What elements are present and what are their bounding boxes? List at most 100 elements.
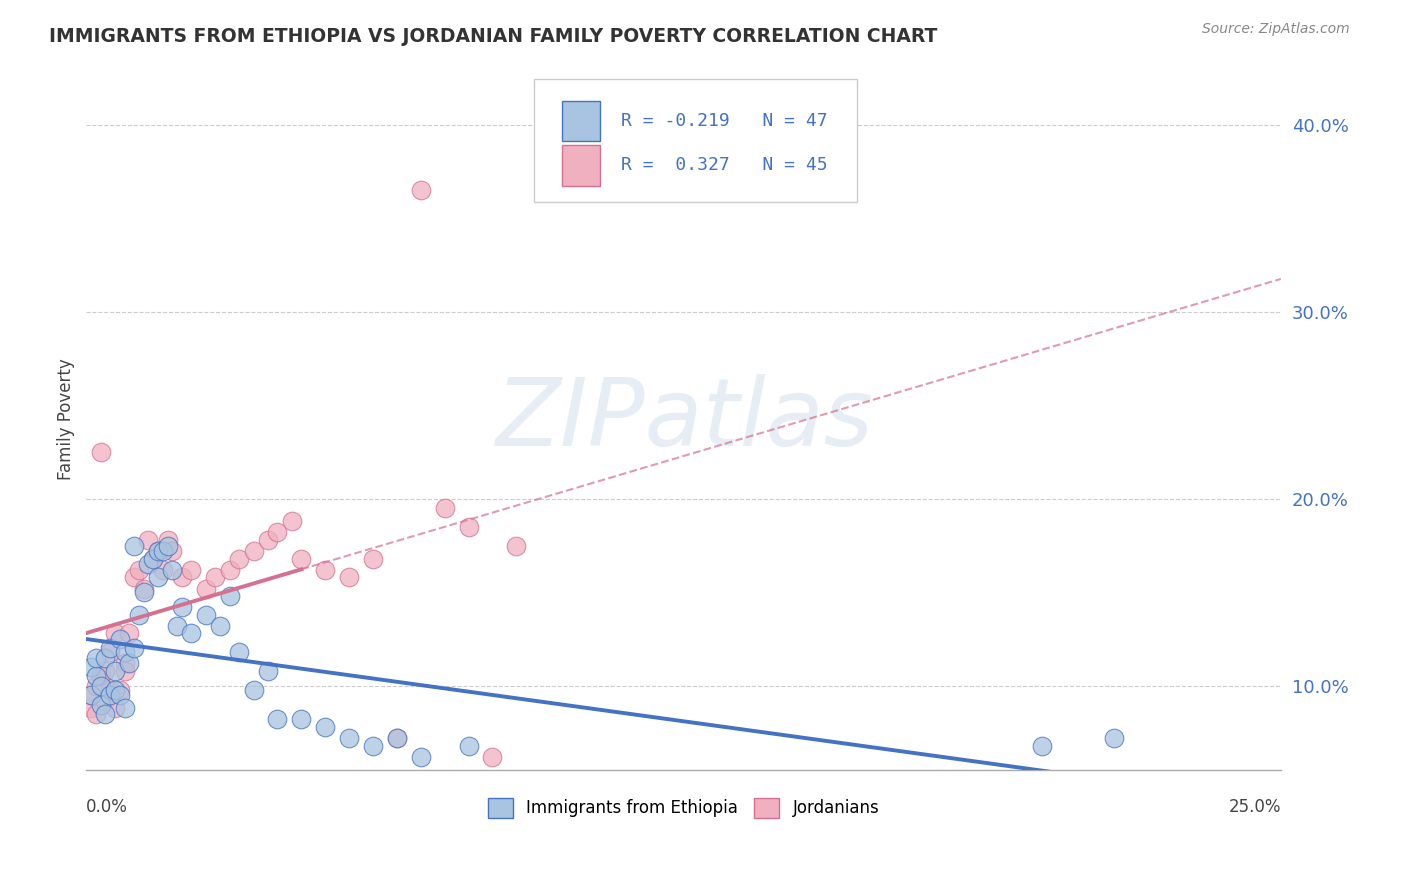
Point (156, 533, 179, 547)
Point (162, 544, 184, 558)
Point (84, 669, 107, 683)
Point (257, 664, 280, 678)
Point (94, 650, 117, 665)
Point (142, 551, 165, 566)
Point (457, 739, 479, 753)
Text: 0.0%: 0.0% (86, 798, 128, 816)
Point (218, 589, 240, 603)
Y-axis label: Family Poverty: Family Poverty (58, 359, 75, 480)
Point (481, 750, 503, 764)
Point (505, 539, 527, 553)
Point (242, 544, 264, 558)
Point (80, 660, 103, 674)
Point (118, 626, 141, 640)
Text: R =  0.327   N = 45: R = 0.327 N = 45 (621, 156, 828, 174)
Point (146, 544, 169, 558)
Point (1102, 731, 1125, 746)
Point (122, 570, 145, 584)
Point (1031, 739, 1053, 753)
Point (409, 183, 432, 197)
Text: ZIPatlas: ZIPatlas (495, 374, 873, 465)
Point (104, 682, 127, 697)
Point (138, 558, 160, 572)
Point (98, 688, 121, 702)
Point (361, 551, 384, 566)
Point (194, 582, 217, 596)
Point (118, 657, 141, 671)
FancyBboxPatch shape (562, 145, 600, 186)
Point (314, 563, 336, 577)
Point (290, 713, 312, 727)
Point (162, 563, 184, 577)
Point (128, 607, 150, 622)
Text: Source: ZipAtlas.com: Source: ZipAtlas.com (1202, 22, 1350, 37)
Point (156, 539, 179, 553)
Point (114, 645, 136, 659)
Point (94, 706, 117, 721)
Point (266, 525, 288, 540)
Point (80, 688, 103, 702)
Point (290, 551, 312, 566)
FancyBboxPatch shape (562, 101, 600, 142)
Text: 25.0%: 25.0% (1229, 798, 1281, 816)
Point (122, 641, 145, 656)
Text: IMMIGRANTS FROM ETHIOPIA VS JORDANIAN FAMILY POVERTY CORRELATION CHART: IMMIGRANTS FROM ETHIOPIA VS JORDANIAN FA… (49, 27, 938, 45)
Point (114, 664, 136, 678)
Point (90, 698, 112, 712)
Point (122, 539, 145, 553)
Point (98, 682, 121, 697)
Point (409, 750, 432, 764)
Point (146, 544, 169, 558)
Point (385, 731, 408, 746)
Point (94, 694, 117, 708)
Point (228, 551, 250, 566)
Point (146, 570, 169, 584)
Point (108, 688, 131, 702)
Point (180, 563, 202, 577)
FancyBboxPatch shape (534, 79, 856, 202)
Point (104, 664, 127, 678)
Point (180, 626, 202, 640)
Point (152, 544, 174, 558)
Point (218, 563, 240, 577)
Point (114, 701, 136, 715)
Point (152, 563, 174, 577)
Point (108, 682, 131, 697)
Point (98, 645, 121, 659)
Point (170, 600, 193, 615)
Point (142, 551, 165, 566)
Text: R = -0.219   N = 47: R = -0.219 N = 47 (621, 112, 828, 130)
Point (84, 679, 107, 693)
Point (90, 669, 112, 683)
Point (314, 720, 336, 734)
Point (166, 619, 188, 633)
Point (337, 731, 360, 746)
Point (90, 679, 112, 693)
Point (242, 682, 264, 697)
Point (281, 514, 304, 528)
Point (90, 445, 112, 459)
Point (98, 641, 121, 656)
Point (108, 632, 131, 646)
Point (433, 501, 456, 516)
Point (266, 713, 288, 727)
Point (209, 619, 232, 633)
Point (361, 739, 384, 753)
Point (84, 706, 107, 721)
Point (132, 582, 155, 596)
Point (194, 607, 217, 622)
Point (94, 664, 117, 678)
Point (114, 657, 136, 671)
Point (204, 570, 226, 584)
Point (385, 731, 408, 746)
Point (104, 701, 127, 715)
Legend: Immigrants from Ethiopia, Jordanians: Immigrants from Ethiopia, Jordanians (481, 791, 886, 825)
Point (80, 701, 103, 715)
Point (132, 585, 155, 599)
Point (80, 688, 103, 702)
Point (138, 533, 160, 547)
Point (337, 570, 360, 584)
Point (257, 533, 280, 547)
Point (84, 650, 107, 665)
Point (170, 570, 193, 584)
